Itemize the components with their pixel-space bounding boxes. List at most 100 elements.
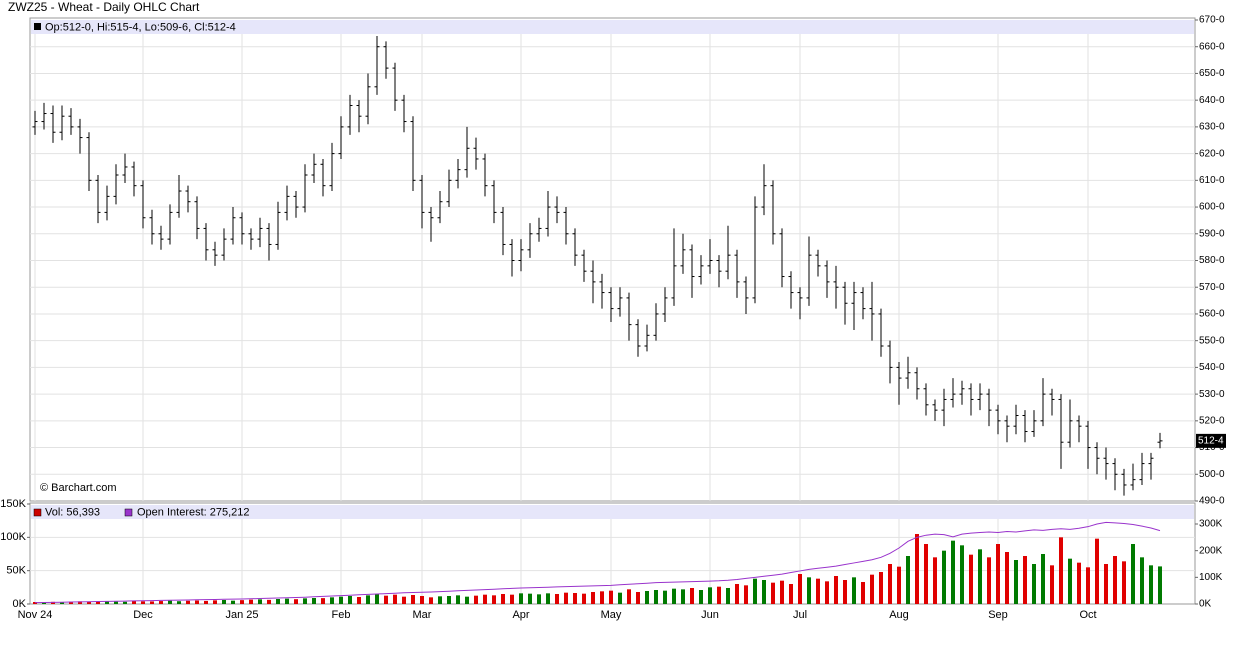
volume-bar: [213, 600, 217, 604]
volume-bar: [510, 594, 514, 604]
price-panel: [29, 17, 1196, 502]
last-price-label: 512-4: [1198, 436, 1224, 447]
volume-bar: [474, 595, 478, 604]
volume-bar: [69, 601, 73, 604]
x-tick-label: Jan 25: [225, 609, 258, 621]
volume-bar: [402, 596, 406, 604]
volume-bar: [258, 599, 262, 604]
volume-panel: [29, 502, 1196, 605]
volume-bar: [753, 578, 757, 604]
volume-bar: [897, 566, 901, 604]
volume-bar: [780, 580, 784, 604]
volume-bar: [78, 601, 82, 604]
volume-bar: [582, 593, 586, 604]
volume-bar: [735, 584, 739, 604]
volume-bar: [987, 557, 991, 604]
y2-tick-label: 200K: [1199, 545, 1223, 556]
y-tick-label: 600-0: [1199, 202, 1225, 213]
volume-bar: [618, 592, 622, 604]
volume-bar: [429, 597, 433, 604]
volume-bar: [789, 584, 793, 604]
volume-bar: [762, 580, 766, 604]
volume-bar: [681, 589, 685, 604]
volume-bar: [843, 580, 847, 604]
volume-bar: [267, 599, 271, 604]
x-tick-label: Jul: [793, 609, 807, 621]
volume-bar: [330, 597, 334, 604]
volume-bar: [231, 600, 235, 604]
y-tick-label: 150K: [0, 498, 26, 510]
y-tick-label: 500-0: [1199, 469, 1225, 480]
volume-bar: [1023, 556, 1027, 604]
watermark: © Barchart.com: [40, 482, 117, 494]
volume-bar: [1122, 561, 1126, 604]
volume-bar: [546, 593, 550, 604]
volume-bar: [168, 600, 172, 604]
y-tick-label: 670-0: [1199, 15, 1225, 26]
volume-bar: [1149, 565, 1153, 604]
x-tick-label: Apr: [512, 609, 529, 621]
volume-bar: [663, 590, 667, 604]
y-tick-label: 610-0: [1199, 175, 1225, 186]
volume-bar: [33, 602, 37, 604]
volume-bar: [1131, 544, 1135, 604]
volume-bar: [105, 601, 109, 604]
legend-label: Vol: 56,393: [45, 506, 100, 518]
volume-bar: [492, 595, 496, 604]
y-tick-label: 570-0: [1199, 282, 1225, 293]
y-tick-label: 630-0: [1199, 122, 1225, 133]
volume-bar: [357, 597, 361, 604]
volume-bar: [114, 601, 118, 604]
volume-bar: [87, 601, 91, 604]
open-interest-line: [34, 521, 1161, 604]
volume-bar: [996, 544, 1000, 604]
volume-bar: [528, 593, 532, 604]
y2-tick-label: 300K: [1199, 519, 1223, 530]
volume-bar: [321, 598, 325, 604]
volume-bar: [1068, 558, 1072, 604]
volume-bar: [186, 600, 190, 604]
volume-bar: [1158, 566, 1162, 604]
volume-bar: [591, 592, 595, 604]
y-tick-label: 560-0: [1199, 309, 1225, 320]
legend-swatch: [33, 508, 42, 517]
volume-bar: [60, 602, 64, 604]
y-tick-label: 660-0: [1199, 41, 1225, 52]
volume-bar: [852, 577, 856, 604]
volume-bar: [42, 602, 46, 604]
volume-bar: [915, 534, 919, 604]
volume-bar: [1113, 556, 1117, 604]
volume-bar: [1140, 557, 1144, 604]
x-tick-label: Dec: [133, 609, 153, 621]
volume-bar: [870, 574, 874, 604]
y2-tick-label: 0K: [1199, 599, 1212, 610]
volume-bar: [690, 588, 694, 604]
volume-bar: [294, 599, 298, 604]
y-tick-label: 650-0: [1199, 68, 1225, 79]
volume-bar: [276, 599, 280, 604]
volume-bar: [798, 574, 802, 604]
volume-bar: [177, 601, 181, 604]
y-tick-label: 540-0: [1199, 362, 1225, 373]
volume-bar: [303, 598, 307, 604]
volume-bar: [123, 601, 127, 604]
volume-bar: [969, 554, 973, 604]
volume-bar: [834, 576, 838, 604]
volume-bar: [1014, 560, 1018, 604]
volume-bar: [600, 591, 604, 604]
volume-bar: [906, 556, 910, 604]
volume-bar: [717, 586, 721, 604]
volume-bar: [195, 600, 199, 604]
volume-bar: [285, 598, 289, 604]
x-tick-label: Oct: [1079, 609, 1096, 621]
y-tick-label: 50K: [6, 565, 26, 577]
last-price-box: [1196, 433, 1226, 448]
volume-legend-band: [31, 505, 1194, 519]
volume-bar: [339, 596, 343, 604]
volume-bar: [726, 588, 730, 604]
volume-bar: [951, 540, 955, 604]
volume-bar: [159, 601, 163, 604]
volume-bar: [699, 590, 703, 604]
volume-bar: [132, 601, 136, 604]
